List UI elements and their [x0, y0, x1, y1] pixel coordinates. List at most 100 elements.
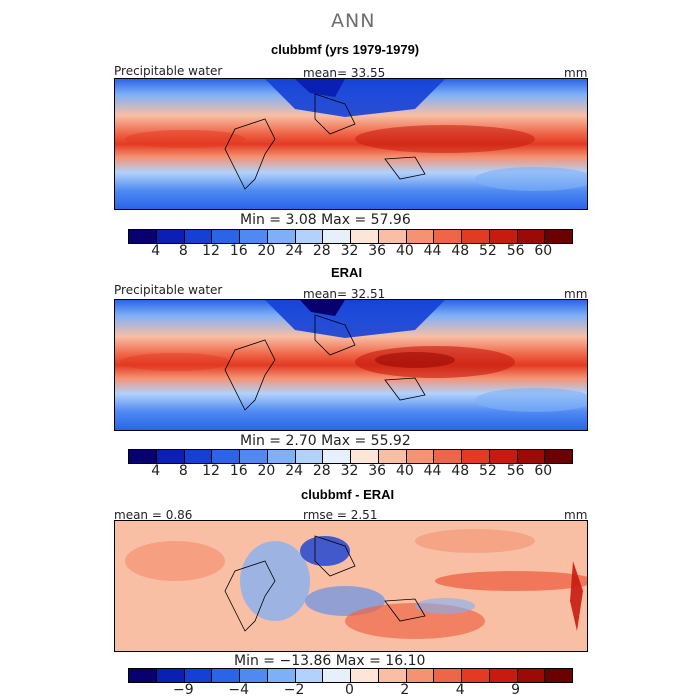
- colorbar-segment: [240, 230, 268, 243]
- colorbar-segment: [434, 230, 462, 243]
- colorbar-tick-label: 8: [178, 463, 188, 479]
- colorbar-tick-label: 56: [506, 463, 525, 479]
- colorbar-segment: [240, 669, 268, 682]
- colorbar-tick-label: 8: [178, 243, 188, 259]
- colorbar-segment: [212, 450, 240, 463]
- colorbar-segment: [129, 669, 157, 682]
- colorbar-ticks-model: 4 8 12 16 20 24 28 32 36 40 44 48 52 56 60: [128, 243, 571, 259]
- colorbar-tick-label: 4: [151, 463, 161, 479]
- colorbar-diff: [128, 668, 573, 683]
- colorbar-segment: [267, 230, 296, 243]
- colorbar-segment: [489, 669, 518, 682]
- map-diff: [114, 520, 588, 652]
- colorbar-tick-label: 36: [368, 243, 387, 259]
- colorbar-tick-label: 32: [340, 243, 359, 259]
- colorbar-segment: [184, 450, 213, 463]
- colorbar-segment: [517, 230, 546, 243]
- colorbar-segment: [434, 669, 462, 682]
- colorbar-tick-label: 4: [151, 243, 161, 259]
- colorbar-segment: [351, 669, 379, 682]
- panel-left-label-model: Precipitable water: [114, 64, 223, 78]
- colorbar-tick-label: 20: [257, 463, 276, 479]
- colorbar-tick-label: 36: [368, 463, 387, 479]
- colorbar-tick-label: 52: [479, 243, 497, 259]
- panel-units-label-obs: mm: [564, 287, 588, 301]
- map-model-field: [115, 79, 587, 209]
- panel-title-model: clubbmf (yrs 1979-1979): [271, 42, 420, 57]
- colorbar-tick-label: 20: [257, 243, 276, 259]
- colorbar-tick-label: 48: [451, 463, 470, 479]
- colorbar-segment: [517, 450, 546, 463]
- colorbar-segment: [240, 450, 268, 463]
- colorbar-segment: [434, 450, 462, 463]
- panel-stats-diff: Min = −13.86 Max = 16.10: [234, 653, 426, 669]
- colorbar-segment: [489, 450, 518, 463]
- colorbar-segment: [156, 230, 185, 243]
- colorbar-segment: [184, 230, 213, 243]
- colorbar-tick-label: 24: [285, 243, 304, 259]
- panel-units-label-model: mm: [564, 66, 588, 80]
- colorbar-tick-label: 16: [229, 243, 248, 259]
- colorbar-segment: [295, 230, 324, 243]
- figure-title: ANN: [331, 10, 376, 32]
- colorbar-segment: [406, 230, 435, 243]
- colorbar-tick-label: 16: [229, 463, 248, 479]
- colorbar-tick-label: 44: [423, 463, 442, 479]
- colorbar-tick-label: 60: [534, 243, 553, 259]
- colorbar-segment: [267, 669, 296, 682]
- colorbar-model: [128, 229, 573, 244]
- colorbar-ticks-diff: −9 −4 −2 0 2 4 9: [128, 682, 571, 698]
- colorbar-segment: [378, 669, 407, 682]
- colorbar-segment: [156, 669, 185, 682]
- panel-mean-label-obs: mean= 32.51: [303, 287, 386, 301]
- colorbar-tick-label: 48: [451, 243, 470, 259]
- colorbar-tick-label: 9: [511, 682, 521, 698]
- colorbar-segment: [212, 669, 240, 682]
- colorbar-tick-label: 56: [506, 243, 525, 259]
- colorbar-obs: [128, 449, 573, 464]
- colorbar-segment: [545, 669, 572, 682]
- colorbar-segment: [378, 230, 407, 243]
- colorbar-segment: [462, 450, 490, 463]
- colorbar-segment: [129, 230, 157, 243]
- panel-left-label-obs: Precipitable water: [114, 283, 223, 297]
- colorbar-tick-label: 4: [455, 682, 465, 698]
- colorbar-tick-label: 44: [423, 243, 442, 259]
- colorbar-tick-label: 28: [312, 463, 331, 479]
- colorbar-segment: [295, 669, 324, 682]
- colorbar-segment: [156, 450, 185, 463]
- panel-rmse-label-diff: rmse = 2.51: [303, 508, 378, 522]
- colorbar-segment: [295, 450, 324, 463]
- colorbar-segment: [351, 450, 379, 463]
- map-model: [114, 78, 588, 210]
- colorbar-segment: [378, 450, 407, 463]
- panel-stats-model: Min = 3.08 Max = 57.96: [240, 212, 411, 228]
- colorbar-tick-label: 40: [395, 243, 414, 259]
- colorbar-segment: [406, 450, 435, 463]
- colorbar-segment: [323, 450, 351, 463]
- panel-stats-obs: Min = 2.70 Max = 55.92: [240, 433, 411, 449]
- colorbar-ticks-obs: 4 8 12 16 20 24 28 32 36 40 44 48 52 56 60: [128, 463, 571, 479]
- map-obs: [114, 299, 588, 431]
- colorbar-tick-label: 40: [395, 463, 414, 479]
- map-obs-field: [115, 300, 587, 430]
- panel-mean-label-diff: mean = 0.86: [114, 508, 193, 522]
- colorbar-tick-label: 12: [202, 463, 220, 479]
- colorbar-tick-label: 2: [400, 682, 410, 698]
- colorbar-tick-label: 24: [285, 463, 304, 479]
- colorbar-tick-label: −2: [283, 682, 305, 698]
- colorbar-segment: [545, 450, 572, 463]
- colorbar-segment: [323, 669, 351, 682]
- map-diff-field: [115, 521, 587, 651]
- colorbar-tick-label: 32: [340, 463, 359, 479]
- panel-units-label-diff: mm: [564, 508, 588, 522]
- colorbar-segment: [129, 450, 157, 463]
- colorbar-segment: [323, 230, 351, 243]
- panel-title-diff: clubbmf - ERAI: [301, 487, 395, 502]
- colorbar-segment: [517, 669, 546, 682]
- colorbar-segment: [184, 669, 213, 682]
- colorbar-segment: [489, 230, 518, 243]
- colorbar-segment: [545, 230, 572, 243]
- colorbar-segment: [462, 669, 490, 682]
- colorbar-tick-label: −9: [173, 682, 194, 698]
